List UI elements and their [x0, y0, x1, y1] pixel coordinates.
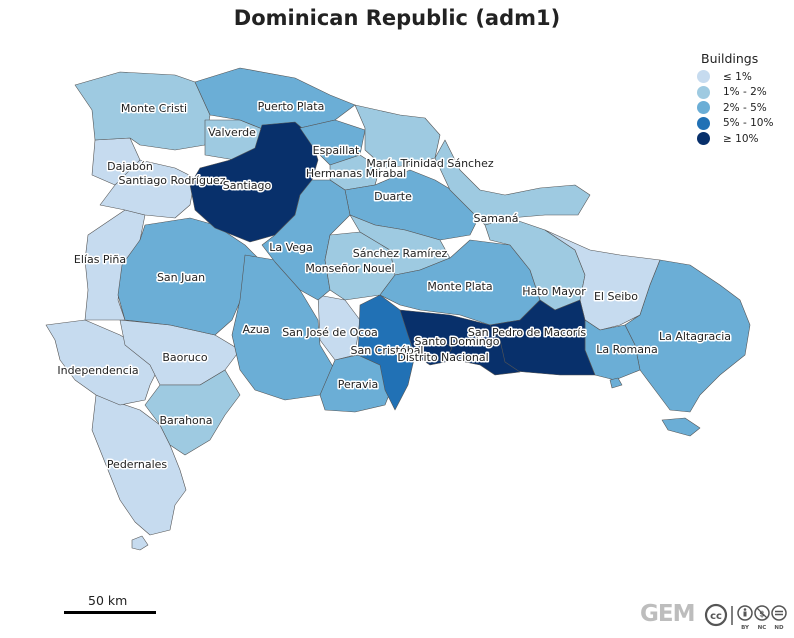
label-la-altagracia: La Altagracia [659, 330, 731, 343]
label-baoruco: Baoruco [162, 351, 208, 364]
province-independencia[interactable] [45, 319, 161, 406]
legend-item: 1% - 2% [692, 85, 792, 101]
label-independencia: Independencia [57, 364, 138, 377]
label-santo-domingo: Santo Domingo [415, 335, 500, 348]
province-samana[interactable] [434, 139, 591, 226]
label-san-pedro-de-macoris: San Pedro de Macorís [468, 326, 587, 339]
island-saona [661, 417, 701, 437]
province-monte-cristi[interactable] [74, 71, 211, 151]
svg-text:cc: cc [710, 611, 722, 622]
province-shapes [45, 67, 751, 551]
label-monte-cristi: Monte Cristi [121, 102, 187, 115]
label-santiago-rodriguez: Santiago Rodríguez [119, 174, 226, 187]
label-espaillat: Espaillat [313, 144, 360, 157]
province-barahona[interactable] [144, 369, 241, 456]
license-label-nc: NC [758, 625, 767, 631]
province-labels: Monte Cristi Puerto Plata Valverde Espai… [56, 99, 733, 473]
label-monsenor-nouel: Monseñor Nouel [305, 262, 394, 275]
license-label-nd: ND [774, 625, 784, 631]
label-la-romana: La Romana [596, 343, 657, 356]
label-san-cristobal: San Cristóbal [350, 344, 423, 357]
province-distrito-nacional[interactable] [417, 337, 453, 363]
label-monte-plata: Monte Plata [427, 280, 492, 293]
legend-label: ≤ 1% [723, 70, 752, 83]
scale-bar-label: 50 km [88, 593, 128, 608]
label-barahona: Barahona [160, 414, 213, 427]
map-title: Dominican Republic (adm1) [233, 6, 561, 30]
label-el-seibo: El Seibo [594, 290, 638, 303]
legend-item: ≤ 1% [692, 69, 792, 85]
legend-label: 2% - 5% [723, 101, 767, 114]
label-duarte: Duarte [374, 190, 412, 203]
province-el-seibo[interactable] [544, 229, 661, 331]
legend-item: 2% - 5% [692, 100, 792, 116]
cc-license-icon: cc $ BY NC ND [704, 603, 787, 631]
label-puerto-plata: Puerto Plata [258, 100, 325, 113]
label-azua: Azua [242, 323, 269, 336]
legend-title: Buildings [701, 51, 759, 66]
province-santiago-rodriguez[interactable] [99, 159, 196, 219]
label-san-jose-de-ocoa: San José de Ocoa [282, 326, 378, 339]
label-santiago: Santiago [223, 179, 272, 192]
label-maria-trinidad-sanchez: María Trinidad Sánchez [366, 157, 493, 170]
province-la-altagracia[interactable] [624, 259, 751, 413]
label-san-juan: San Juan [157, 271, 205, 284]
legend-swatch [697, 116, 710, 130]
legend-label: 5% - 10% [723, 117, 774, 130]
label-pedernales: Pedernales [107, 458, 168, 471]
island-catalina [609, 377, 623, 389]
island-beata [131, 535, 149, 551]
legend-swatch [697, 70, 710, 84]
license-label-by: BY [741, 625, 750, 631]
legend-label: 1% - 2% [723, 86, 767, 99]
label-dajabon: Dajabón [107, 160, 153, 173]
label-samana: Samaná [474, 212, 519, 225]
label-hato-mayor: Hato Mayor [522, 285, 586, 298]
label-valverde: Valverde [208, 126, 256, 139]
label-la-vega: La Vega [269, 241, 313, 254]
label-peravia: Peravia [338, 378, 379, 391]
legend-item: 5% - 10% [692, 116, 792, 132]
legend-label: ≥ 10% [723, 132, 759, 145]
scale-bar [64, 611, 156, 614]
gem-logo: GEM [640, 601, 695, 627]
legend-swatch [697, 132, 710, 146]
legend-item: ≥ 10% [692, 131, 792, 147]
label-sanchez-ramirez: Sánchez Ramírez [353, 247, 448, 260]
province-san-cristobal[interactable] [357, 294, 416, 411]
label-elias-pina: Elías Piña [74, 253, 126, 266]
legend-swatch [697, 85, 710, 99]
legend: Buildings ≤ 1% 1% - 2% 2% - 5% 5% - 10% … [692, 51, 792, 147]
label-hermanas-mirabal: Hermanas Mirabal [306, 167, 406, 180]
legend-swatch [697, 101, 710, 115]
province-maria-trinidad-sanchez[interactable] [354, 104, 441, 169]
label-distrito-nacional: Distrito Nacional [397, 351, 488, 364]
